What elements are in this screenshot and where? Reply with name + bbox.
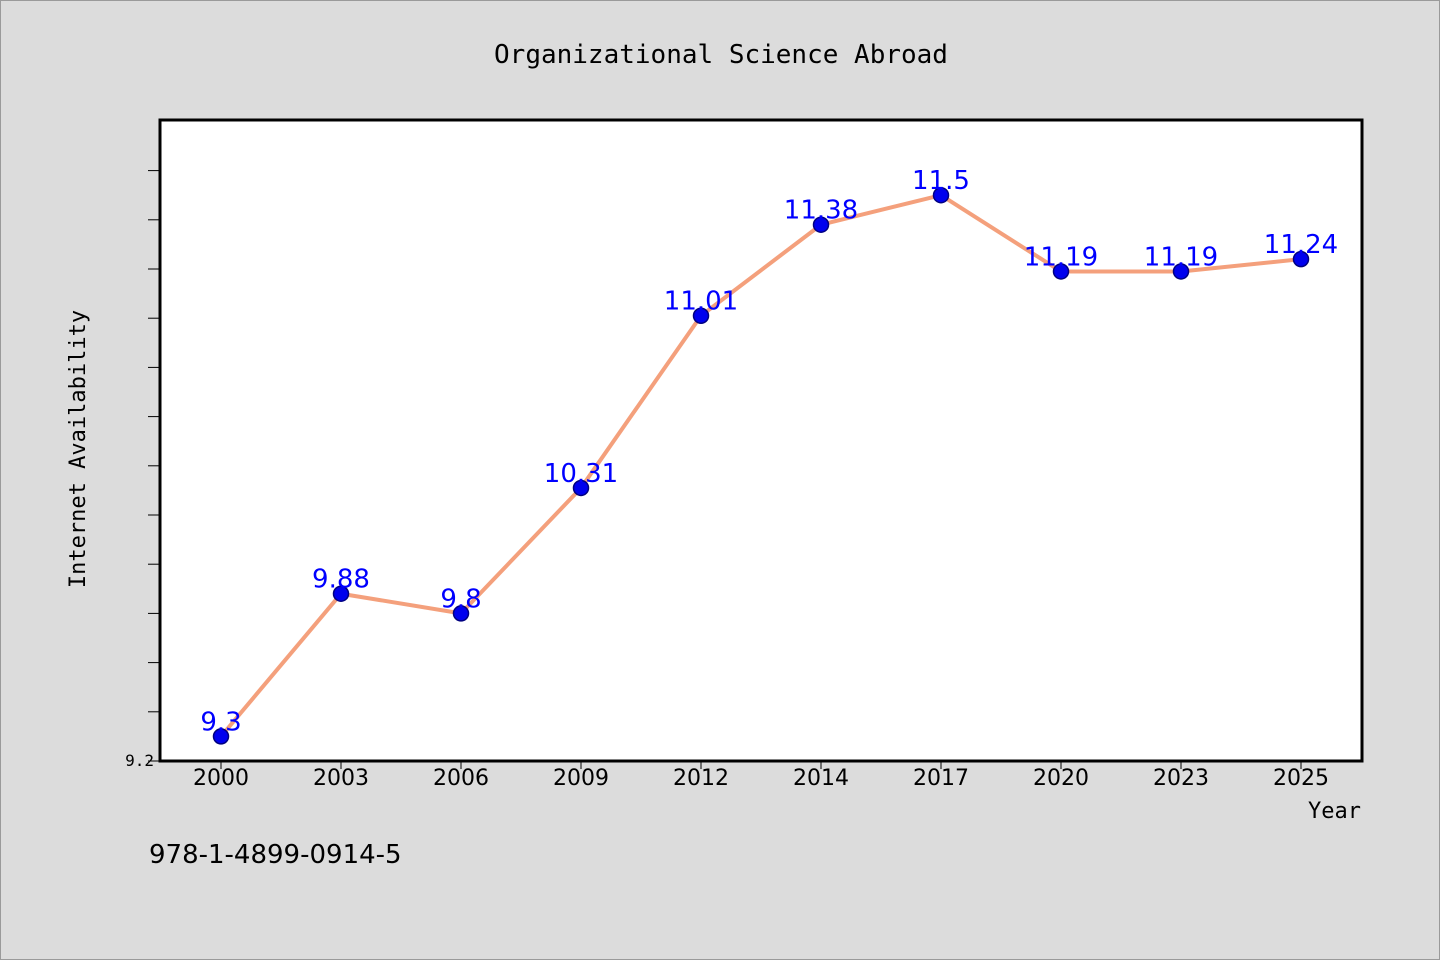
- plot-area: [158, 118, 1364, 763]
- data-label: 11.24: [1264, 230, 1338, 260]
- x-tick-label: 2023: [1153, 766, 1209, 791]
- data-markers: [212, 186, 1310, 745]
- y-axis-ticks: 9.2: [125, 170, 160, 770]
- x-tick-label: 2000: [193, 766, 249, 791]
- x-axis-label: Year: [1308, 799, 1361, 824]
- x-tick-label: 2017: [913, 766, 969, 791]
- x-tick-label: 2014: [793, 766, 849, 791]
- data-label: 11.01: [664, 287, 738, 317]
- chart-title: Organizational Science Abroad: [494, 40, 948, 70]
- x-tick-label: 2009: [553, 766, 609, 791]
- x-tick-label: 2025: [1273, 766, 1329, 791]
- data-point: [572, 479, 590, 497]
- x-tick-label: 2006: [433, 766, 489, 791]
- data-labels: 9.3 9.88 9.8 10.31 11.01 11.38 11.5 11.19 11.19 1…: [200, 166, 1338, 737]
- data-label: 10.31: [544, 459, 618, 489]
- x-axis-ticks: 2000 2003 2006 2009 2012 2014 2017 2020 2023 2025: [193, 761, 1329, 791]
- data-label: 9.3: [200, 707, 241, 737]
- data-point: [692, 307, 710, 324]
- data-label: 11.19: [1144, 242, 1218, 272]
- data-point: [1172, 263, 1190, 280]
- data-label: 11.19: [1024, 242, 1098, 272]
- x-tick-label: 2003: [313, 766, 369, 791]
- data-label: 11.5: [912, 166, 970, 196]
- x-tick-label: 2020: [1033, 766, 1089, 791]
- data-point: [932, 186, 950, 204]
- y-tick-label: 9.2: [125, 751, 154, 770]
- data-point: [452, 605, 470, 622]
- series-line-group: [219, 193, 1303, 739]
- data-point: [812, 216, 830, 233]
- data-label: 11.38: [784, 196, 858, 226]
- data-point: [1052, 263, 1070, 280]
- data-label: 9.88: [312, 565, 370, 595]
- data-point: [332, 585, 350, 602]
- data-label: 9.8: [440, 584, 481, 614]
- y-axis-label: Internet Availability: [66, 310, 91, 588]
- data-point: [212, 728, 230, 745]
- x-tick-label: 2012: [673, 766, 729, 791]
- series-line: [219, 193, 1303, 739]
- isbn-footer: 978-1-4899-0914-5: [149, 840, 402, 870]
- data-point: [1292, 250, 1310, 268]
